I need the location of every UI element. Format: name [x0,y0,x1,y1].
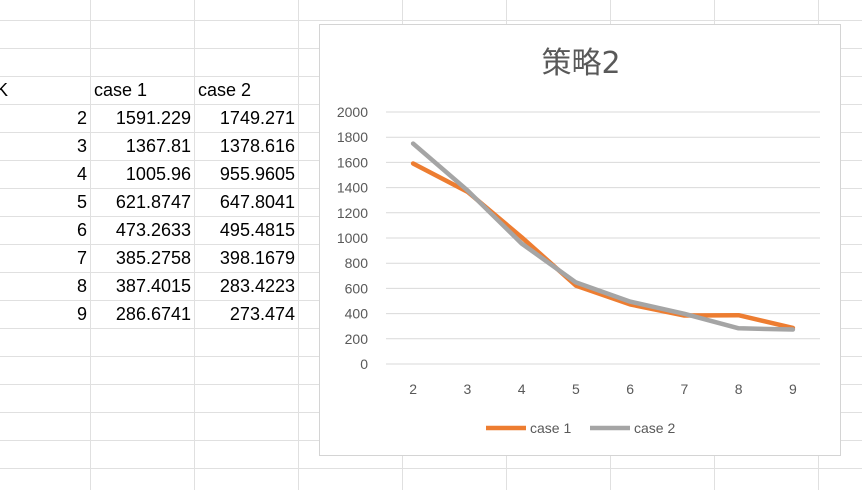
cell-x[interactable]: 6 [76,220,87,240]
cell-x[interactable]: 8 [76,276,87,296]
y-tick-label: 800 [345,255,369,271]
y-tick-label: 1800 [337,129,368,145]
x-tick-label: 5 [572,381,580,397]
x-tick-label: 8 [735,381,743,397]
x-tick-label: 2 [409,381,417,397]
y-tick-label: 1400 [337,180,368,196]
cell-case1[interactable]: 1367.81 [125,136,191,156]
cell-x[interactable]: 4 [76,164,87,184]
line-chart[interactable]: 策略22000180016001400120010008006004002000… [320,25,842,457]
x-tick-label: 4 [518,381,526,397]
cell-case1[interactable]: 1005.96 [125,164,191,184]
cell-case2[interactable]: 1749.271 [219,108,295,128]
x-tick-label: 3 [463,381,471,397]
y-tick-label: 1200 [337,205,368,221]
y-tick-label: 400 [345,306,369,322]
cell-case1[interactable]: 286.6741 [115,304,191,324]
cell-case2[interactable]: 1378.616 [219,136,295,156]
chart-container[interactable]: 策略2 2000 1800 1600 1400 1200 1000 800 600 400 200 0… [319,24,841,456]
y-tick-label: 1600 [337,154,368,170]
cell-case2[interactable]: 955.9605 [219,164,295,184]
x-tick-label: 7 [680,381,688,397]
cell-case2[interactable]: 495.4815 [219,220,295,240]
y-tick-label: 2000 [337,104,368,120]
cell-case1[interactable]: 621.8747 [115,192,191,212]
cell-x[interactable]: 5 [76,192,87,212]
cell-case2[interactable]: 283.4223 [219,276,295,296]
cell-case1[interactable]: 473.2633 [115,220,191,240]
legend-label[interactable]: case 1 [530,420,571,436]
cell-header-fragment[interactable]: K [0,80,9,100]
y-tick-label: 0 [360,356,368,372]
cell-x[interactable]: 2 [76,108,87,128]
cell-case1[interactable]: 1591.229 [115,108,191,128]
y-tick-label: 200 [345,331,369,347]
x-tick-label: 9 [789,381,797,397]
cell-case1[interactable]: 387.4015 [115,276,191,296]
cell-x[interactable]: 3 [76,136,87,156]
series-line-1[interactable] [410,161,796,331]
cell-x[interactable]: 9 [76,304,87,324]
cell-case2[interactable]: 398.1679 [219,248,295,268]
cell-x[interactable]: 7 [76,248,87,268]
series-line-2[interactable] [410,141,796,332]
cell-case2[interactable]: 647.8041 [219,192,295,212]
cell-header-case2[interactable]: case 2 [198,80,252,100]
y-tick-label: 1000 [337,230,368,246]
cell-header-case1[interactable]: case 1 [94,80,148,100]
y-tick-label: 600 [345,280,369,296]
x-tick-label: 6 [626,381,634,397]
chart-title[interactable]: 策略2 [541,46,620,81]
cell-case1[interactable]: 385.2758 [115,248,191,268]
legend-label[interactable]: case 2 [634,420,675,436]
cell-case2[interactable]: 273.474 [229,304,295,324]
